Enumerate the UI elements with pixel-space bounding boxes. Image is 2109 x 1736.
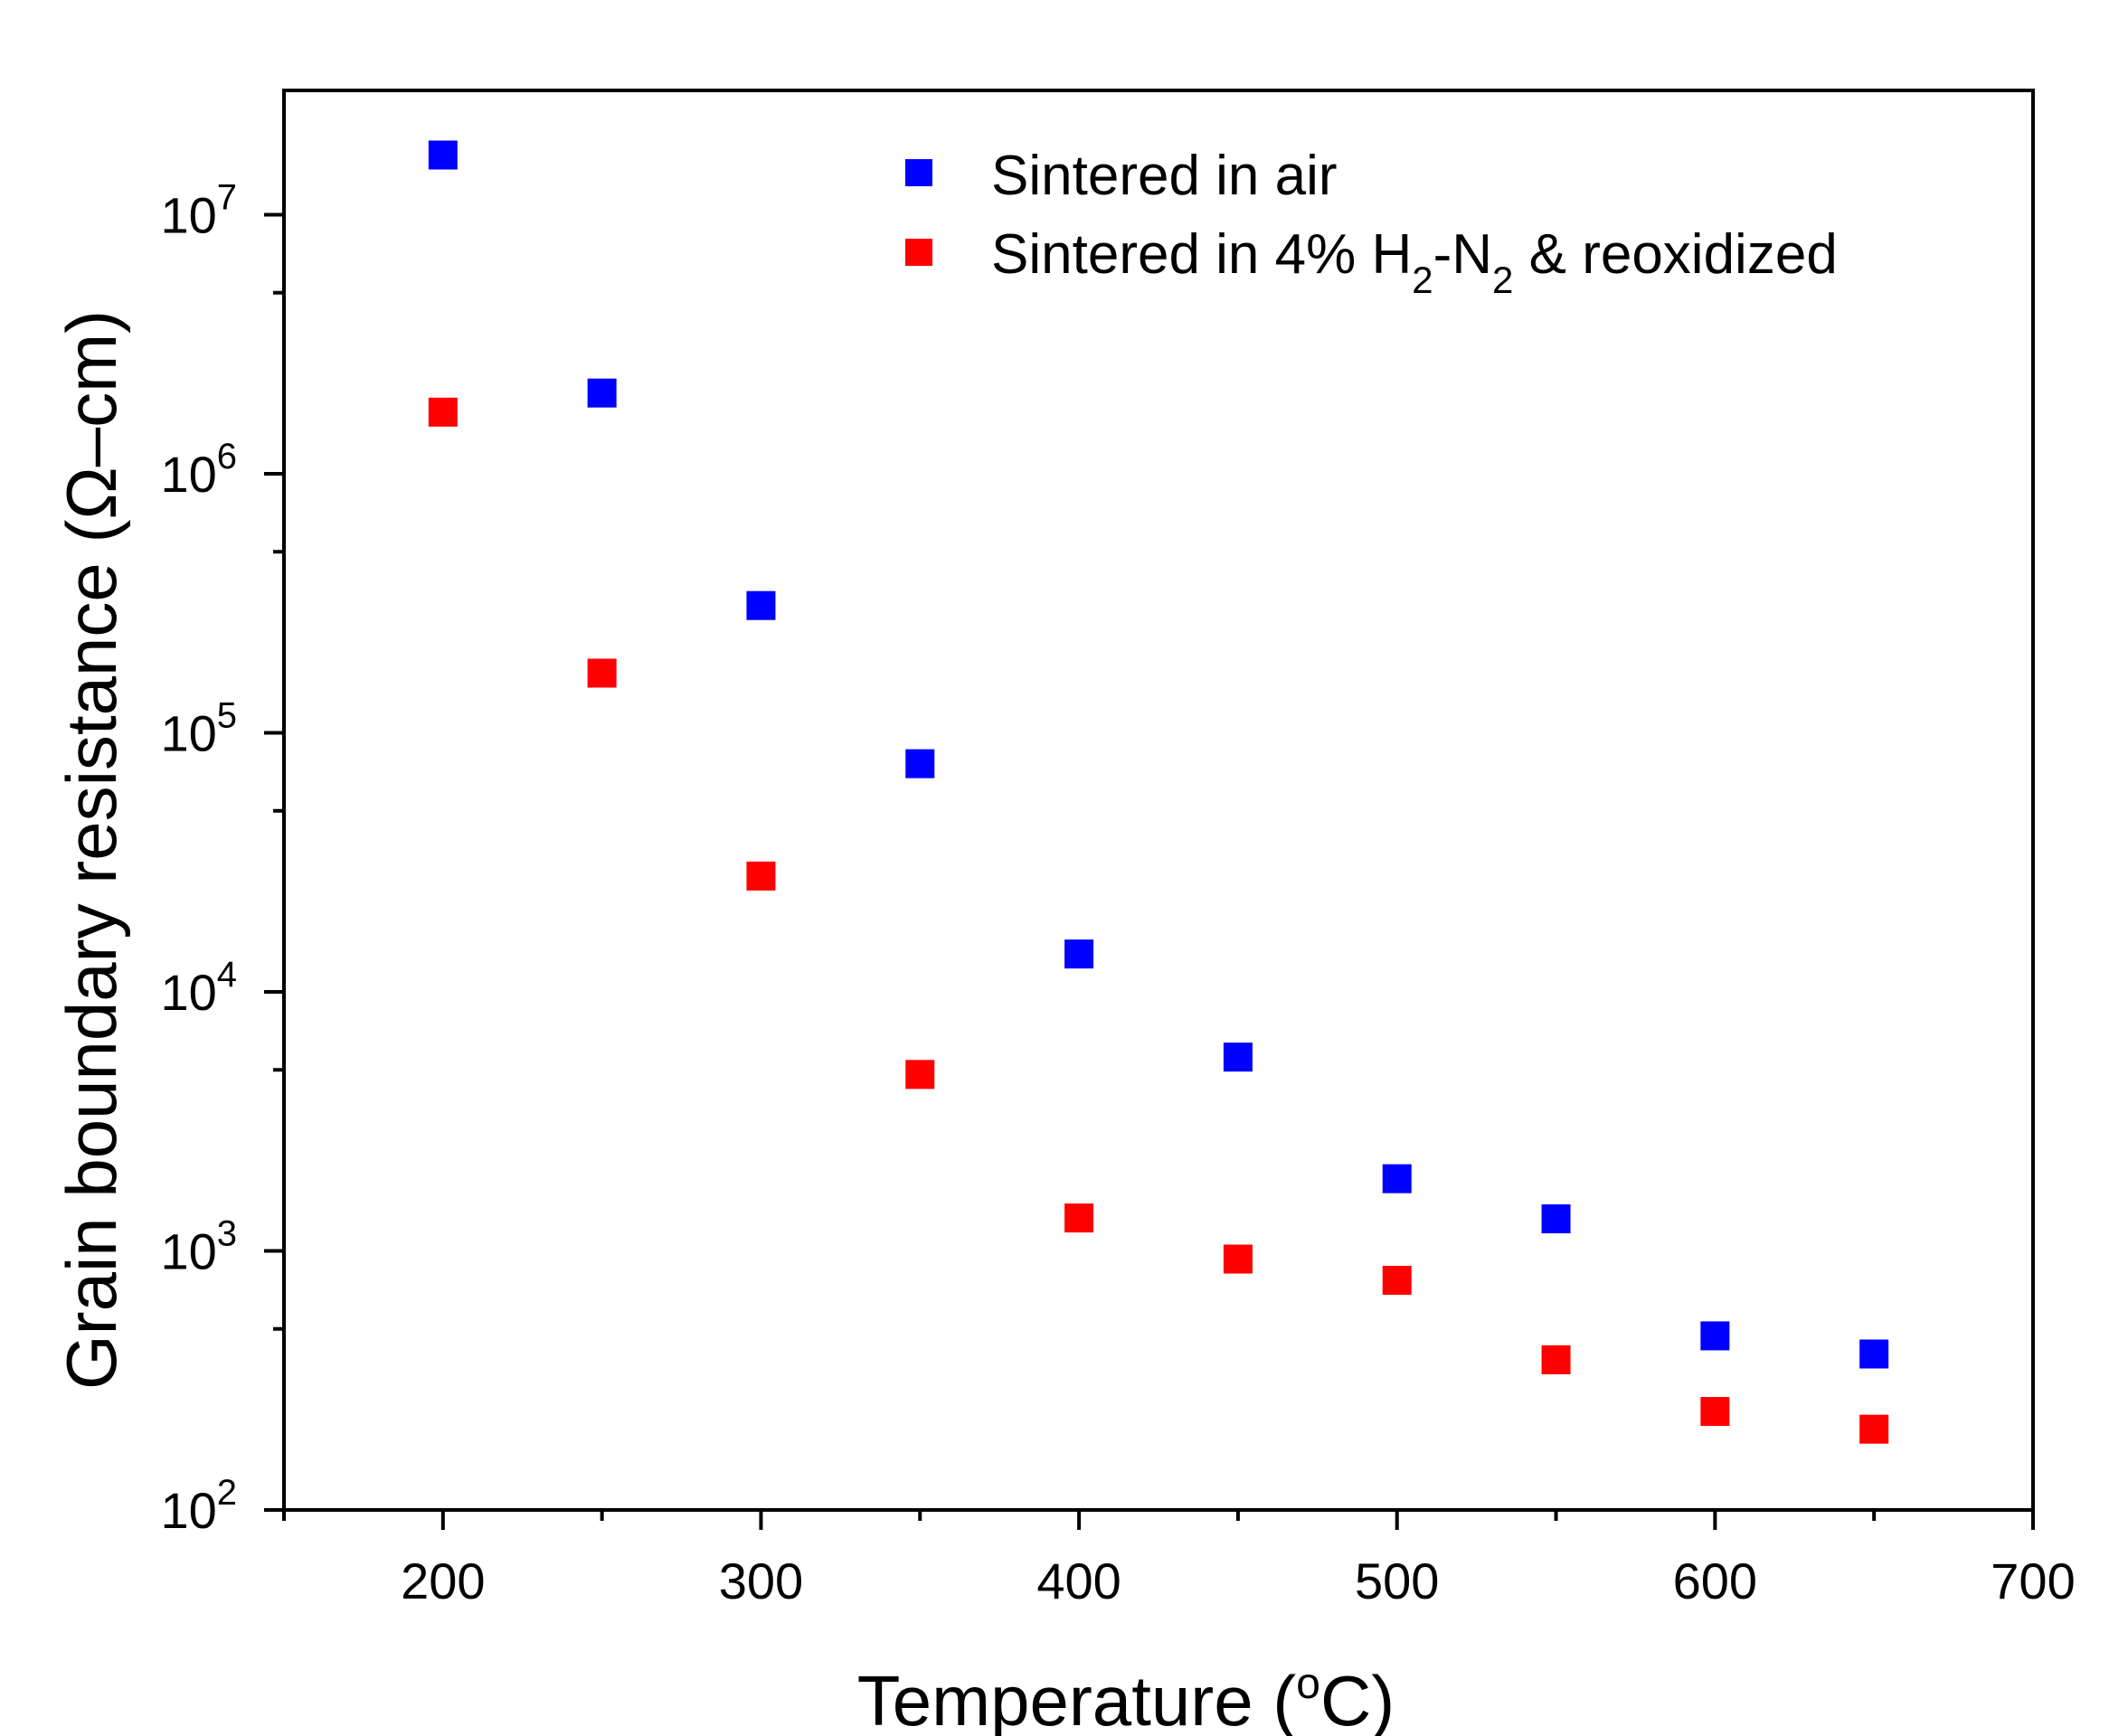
point-air-200 <box>428 140 458 170</box>
x-tick-label: 600 <box>1673 1552 1757 1609</box>
legend-marker-h2 <box>905 239 932 266</box>
y-tick-base: 10 <box>160 446 216 503</box>
y-tick-base: 10 <box>160 1482 216 1539</box>
y-tick-exponent: 2 <box>217 1473 237 1513</box>
x-tick-label: 500 <box>1355 1552 1439 1609</box>
y-tick-label: 103 <box>160 1214 237 1280</box>
y-tick-label: 106 <box>160 437 237 503</box>
x-tick-label: 700 <box>1991 1552 2075 1609</box>
x-axis-ticks: 200 300 400 500 600 700 <box>282 1510 2076 1609</box>
y-tick-base: 10 <box>160 964 216 1021</box>
point-h2-200 <box>428 397 458 427</box>
y-tick-base: 10 <box>160 187 216 244</box>
point-h2-600 <box>1700 1397 1730 1427</box>
legend: Sintered in air Sintered in 4% H2-N2 & r… <box>905 145 1838 301</box>
y-tick-exponent: 6 <box>217 437 237 476</box>
point-air-400 <box>1064 939 1094 969</box>
plot-frame <box>282 89 2035 1512</box>
point-h2-550 <box>1541 1344 1571 1374</box>
y-tick-label: 107 <box>160 178 237 244</box>
point-air-650 <box>1859 1339 1889 1369</box>
legend-h2-sub1: 2 <box>1412 259 1433 301</box>
y-axis-title: Grain boundary resistance (Ω–cm) <box>52 310 131 1390</box>
legend-marker-air <box>905 159 932 186</box>
y-tick-base: 10 <box>160 1223 216 1280</box>
x-axis-title-degree: o <box>1296 1660 1320 1708</box>
y-tick-label: 102 <box>160 1473 237 1539</box>
legend-h2-mid: -N <box>1433 223 1492 286</box>
point-h2-450 <box>1223 1244 1253 1274</box>
y-tick-label: 104 <box>160 955 237 1021</box>
x-tick-label: 300 <box>719 1552 803 1609</box>
legend-h2-suffix: & reoxidized <box>1513 223 1837 286</box>
point-air-250 <box>587 378 617 408</box>
x-axis-title-tail: C) <box>1320 1661 1395 1736</box>
point-h2-350 <box>905 1060 935 1090</box>
data-points <box>428 140 1889 1444</box>
point-h2-500 <box>1382 1266 1412 1296</box>
x-axis-title-main: Temperature ( <box>857 1661 1297 1736</box>
point-air-550 <box>1541 1204 1571 1234</box>
x-tick-label: 200 <box>401 1552 485 1609</box>
point-h2-250 <box>587 658 617 688</box>
point-air-300 <box>746 590 776 620</box>
legend-label-air: Sintered in air <box>991 145 1338 207</box>
y-tick-label: 105 <box>160 696 237 762</box>
y-tick-exponent: 3 <box>217 1214 237 1254</box>
y-tick-exponent: 5 <box>217 696 237 736</box>
point-air-350 <box>905 749 935 778</box>
y-tick-exponent: 4 <box>217 955 237 995</box>
legend-label-h2: Sintered in 4% H2-N2 & reoxidized <box>991 223 1838 301</box>
legend-h2-prefix: Sintered in 4% H <box>991 223 1412 286</box>
x-axis-title: Temperature (oC) <box>857 1660 1395 1736</box>
point-h2-400 <box>1064 1203 1094 1233</box>
legend-h2-sub2: 2 <box>1492 259 1513 301</box>
point-air-500 <box>1382 1164 1412 1194</box>
y-tick-base: 10 <box>160 705 216 762</box>
point-air-600 <box>1700 1321 1730 1351</box>
point-air-450 <box>1223 1043 1253 1072</box>
point-h2-300 <box>746 861 776 891</box>
y-tick-exponent: 7 <box>217 178 237 218</box>
point-h2-650 <box>1859 1414 1889 1444</box>
x-tick-label: 400 <box>1036 1552 1121 1609</box>
